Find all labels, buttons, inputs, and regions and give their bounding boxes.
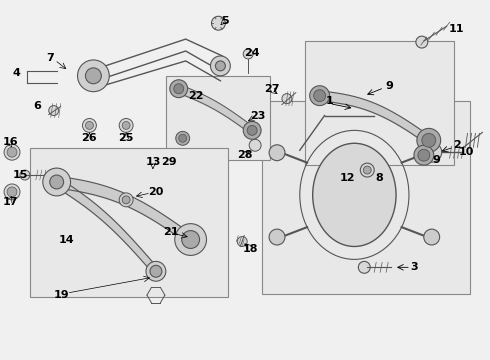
Ellipse shape (122, 196, 130, 204)
Text: 25: 25 (119, 133, 134, 143)
Ellipse shape (49, 105, 59, 116)
Bar (166, 76, 270, 160)
Bar (262, 100, 470, 294)
Ellipse shape (424, 145, 440, 161)
Ellipse shape (416, 36, 428, 48)
Ellipse shape (176, 131, 190, 145)
Ellipse shape (49, 175, 64, 189)
Ellipse shape (314, 90, 325, 102)
Ellipse shape (269, 229, 285, 245)
Ellipse shape (212, 16, 225, 30)
Text: 18: 18 (243, 244, 258, 255)
Ellipse shape (360, 163, 374, 177)
Text: 6: 6 (33, 100, 41, 111)
Text: 27: 27 (264, 84, 280, 94)
Ellipse shape (170, 80, 188, 98)
Ellipse shape (85, 68, 101, 84)
Text: 3: 3 (410, 262, 417, 272)
Text: 16: 16 (2, 137, 18, 147)
Text: 15: 15 (12, 170, 27, 180)
Ellipse shape (422, 142, 441, 162)
Ellipse shape (414, 145, 434, 165)
Ellipse shape (4, 184, 20, 200)
Text: 1: 1 (326, 96, 333, 105)
Text: 9: 9 (385, 81, 393, 91)
Ellipse shape (237, 237, 247, 247)
Ellipse shape (310, 86, 330, 105)
Text: 29: 29 (161, 157, 176, 167)
Text: 17: 17 (2, 197, 18, 207)
Text: 26: 26 (82, 133, 97, 143)
Text: 2: 2 (453, 140, 461, 150)
Ellipse shape (249, 139, 261, 151)
Ellipse shape (43, 168, 71, 196)
Ellipse shape (313, 143, 396, 247)
Ellipse shape (146, 261, 166, 281)
Text: 5: 5 (221, 16, 229, 26)
Text: 12: 12 (340, 173, 355, 183)
Text: 9: 9 (433, 155, 441, 165)
Ellipse shape (358, 261, 370, 273)
Text: 28: 28 (238, 150, 253, 160)
Text: 19: 19 (54, 290, 70, 300)
Text: 24: 24 (245, 48, 260, 58)
Ellipse shape (211, 56, 230, 76)
Text: 14: 14 (59, 234, 74, 244)
Text: 10: 10 (459, 147, 474, 157)
Ellipse shape (247, 125, 257, 135)
Ellipse shape (243, 49, 253, 59)
Text: 23: 23 (250, 111, 266, 121)
Ellipse shape (424, 229, 440, 245)
Ellipse shape (216, 61, 225, 71)
Text: 21: 21 (163, 226, 178, 237)
Ellipse shape (282, 94, 292, 104)
Ellipse shape (150, 265, 162, 277)
Ellipse shape (122, 121, 130, 129)
Ellipse shape (82, 118, 97, 132)
Ellipse shape (182, 231, 199, 248)
Ellipse shape (7, 147, 17, 157)
Ellipse shape (174, 84, 184, 94)
Text: 22: 22 (188, 91, 203, 101)
Text: 4: 4 (12, 68, 20, 78)
Ellipse shape (7, 187, 17, 197)
Ellipse shape (269, 145, 285, 161)
Ellipse shape (179, 134, 187, 142)
Ellipse shape (119, 118, 133, 132)
Text: 7: 7 (46, 53, 53, 63)
Ellipse shape (418, 149, 430, 161)
Ellipse shape (77, 60, 109, 92)
Ellipse shape (363, 166, 371, 174)
Ellipse shape (4, 144, 20, 160)
Ellipse shape (422, 133, 436, 147)
Text: 8: 8 (375, 173, 383, 183)
Ellipse shape (175, 224, 206, 255)
Ellipse shape (85, 121, 94, 129)
Bar (30, 148, 228, 297)
Ellipse shape (417, 129, 441, 152)
Text: 13: 13 (145, 157, 161, 167)
Ellipse shape (119, 193, 133, 207)
Ellipse shape (20, 170, 30, 180)
Bar (305, 41, 454, 165)
Ellipse shape (243, 121, 261, 139)
Text: 20: 20 (148, 187, 164, 197)
Text: 11: 11 (449, 24, 465, 34)
